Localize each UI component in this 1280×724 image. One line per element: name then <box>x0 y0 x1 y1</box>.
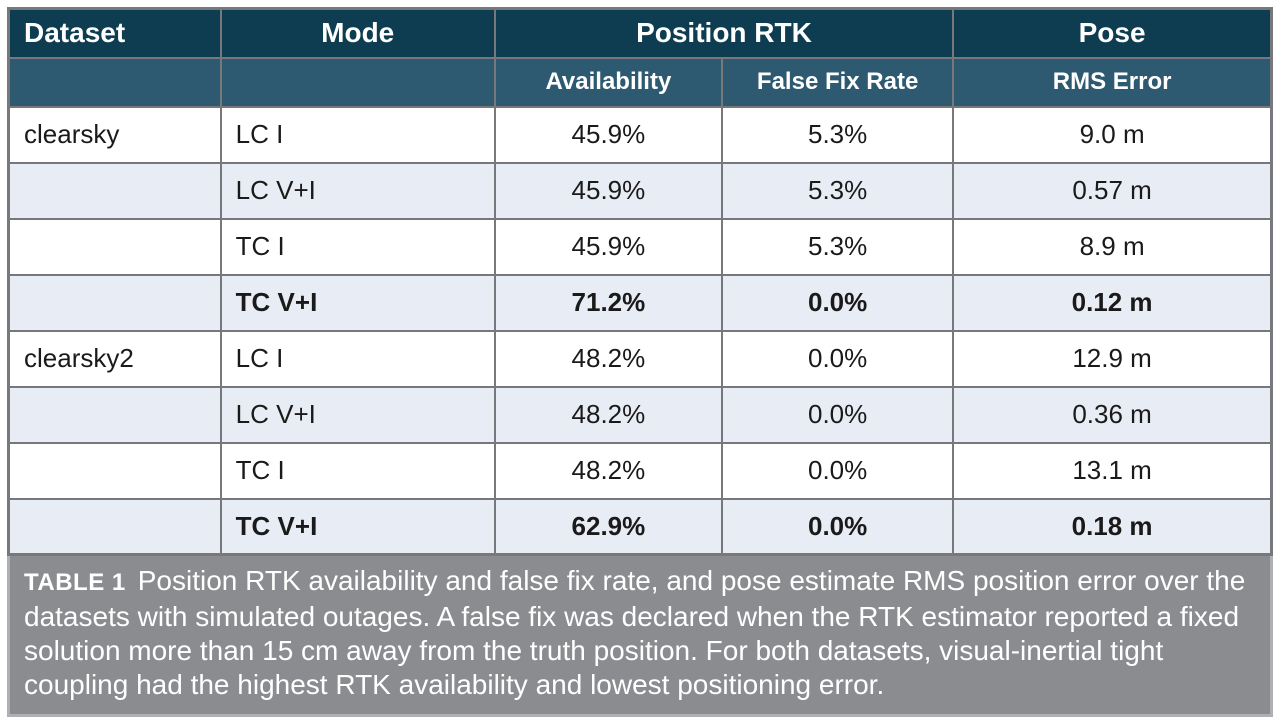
rms-error-cell: 0.12 m <box>952 273 1273 332</box>
false-fix-rate-cell: 5.3% <box>721 105 955 164</box>
dataset-cell: clearsky <box>7 105 222 164</box>
dataset-cell <box>7 273 222 332</box>
availability-cell: 71.2% <box>493 273 724 332</box>
availability-cell: 62.9% <box>493 497 724 556</box>
table-row: TC I 48.2% 0.0% 13.1 m <box>7 441 1273 500</box>
table-row: TC I 45.9% 5.3% 8.9 m <box>7 217 1273 276</box>
header-dataset: Dataset <box>7 7 222 59</box>
dataset-cell <box>7 385 222 444</box>
header-empty-mode <box>219 56 496 108</box>
availability-cell: 48.2% <box>493 385 724 444</box>
rms-error-cell: 12.9 m <box>952 329 1273 388</box>
rms-error-cell: 13.1 m <box>952 441 1273 500</box>
mode-cell: TC I <box>219 441 496 500</box>
availability-cell: 45.9% <box>493 105 724 164</box>
table-caption: TABLE 1 Position RTK availability and fal… <box>7 556 1273 717</box>
mode-cell: TC I <box>219 217 496 276</box>
table-row: clearsky2 LC I 48.2% 0.0% 12.9 m <box>7 329 1273 388</box>
mode-cell: TC V+I <box>219 497 496 556</box>
dataset-cell <box>7 217 222 276</box>
false-fix-rate-cell: 0.0% <box>721 329 955 388</box>
mode-cell: LC V+I <box>219 385 496 444</box>
false-fix-rate-cell: 0.0% <box>721 441 955 500</box>
availability-cell: 48.2% <box>493 329 724 388</box>
dataset-cell <box>7 441 222 500</box>
false-fix-rate-cell: 0.0% <box>721 385 955 444</box>
availability-cell: 45.9% <box>493 161 724 220</box>
header-empty-dataset <box>7 56 222 108</box>
results-table: Dataset Mode Position RTK Pose Availabil… <box>7 7 1273 556</box>
header-mode: Mode <box>219 7 496 59</box>
false-fix-rate-cell: 0.0% <box>721 497 955 556</box>
header-row-sub: Availability False Fix Rate RMS Error <box>7 56 1273 108</box>
false-fix-rate-cell: 5.3% <box>721 161 955 220</box>
header-row-main: Dataset Mode Position RTK Pose <box>7 7 1273 59</box>
mode-cell: LC I <box>219 105 496 164</box>
table-row: LC V+I 48.2% 0.0% 0.36 m <box>7 385 1273 444</box>
mode-cell: LC V+I <box>219 161 496 220</box>
table-row: TC V+I 71.2% 0.0% 0.12 m <box>7 273 1273 332</box>
table-body: clearsky LC I 45.9% 5.3% 9.0 m LC V+I 45.9% 5.3… <box>7 105 1273 556</box>
header-availability: Availability <box>493 56 724 108</box>
table-row: TC V+I 62.9% 0.0% 0.18 m <box>7 497 1273 556</box>
table-row: LC V+I 45.9% 5.3% 0.57 m <box>7 161 1273 220</box>
table-header: Dataset Mode Position RTK Pose Availabil… <box>7 7 1273 108</box>
table-row: clearsky LC I 45.9% 5.3% 9.0 m <box>7 105 1273 164</box>
rms-error-cell: 0.57 m <box>952 161 1273 220</box>
rms-error-cell: 9.0 m <box>952 105 1273 164</box>
header-false-fix-rate: False Fix Rate <box>721 56 955 108</box>
caption-text: Position RTK availability and false fix … <box>24 565 1246 700</box>
dataset-cell <box>7 161 222 220</box>
mode-cell: TC V+I <box>219 273 496 332</box>
rms-error-cell: 0.18 m <box>952 497 1273 556</box>
availability-cell: 48.2% <box>493 441 724 500</box>
header-position-rtk: Position RTK <box>493 7 955 59</box>
caption-label: TABLE 1 <box>24 569 126 596</box>
availability-cell: 45.9% <box>493 217 724 276</box>
mode-cell: LC I <box>219 329 496 388</box>
dataset-cell: clearsky2 <box>7 329 222 388</box>
false-fix-rate-cell: 0.0% <box>721 273 955 332</box>
rms-error-cell: 8.9 m <box>952 217 1273 276</box>
false-fix-rate-cell: 5.3% <box>721 217 955 276</box>
dataset-cell <box>7 497 222 556</box>
header-rms-error: RMS Error <box>952 56 1273 108</box>
table-figure: Dataset Mode Position RTK Pose Availabil… <box>7 7 1273 717</box>
rms-error-cell: 0.36 m <box>952 385 1273 444</box>
header-pose: Pose <box>952 7 1273 59</box>
